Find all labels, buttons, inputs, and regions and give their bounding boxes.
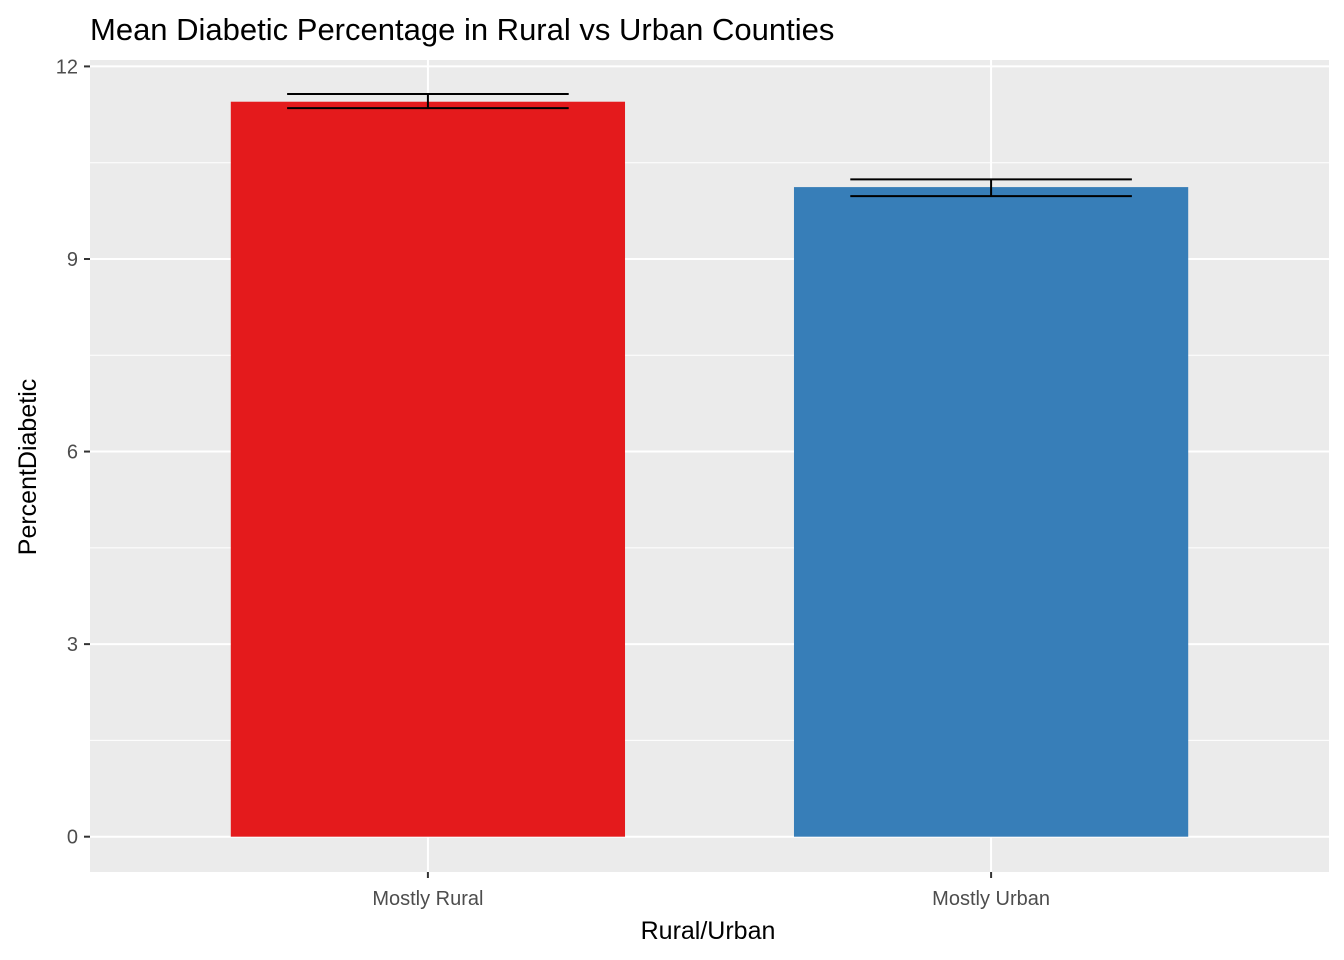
x-axis-title: Rural/Urban: [641, 917, 776, 945]
error-bars: [287, 93, 1132, 198]
bar-mostly-rural: [230, 101, 626, 837]
bar-mostly-urban: [793, 187, 1189, 837]
y-axis-title: PercentDiabetic: [14, 379, 42, 555]
chart-title: Mean Diabetic Percentage in Rural vs Urb…: [90, 12, 834, 47]
bars: [230, 101, 1189, 837]
y-tick-label: 6: [67, 442, 78, 464]
y-tick-label: 12: [56, 56, 78, 78]
x-tick-label: Mostly Rural: [372, 888, 483, 910]
x-axis: Mostly Rural Mostly Urban: [372, 872, 1050, 910]
y-tick-label: 3: [67, 634, 78, 656]
y-axis: 0 3 6 9 12: [56, 56, 90, 849]
y-tick-label: 9: [67, 249, 78, 271]
y-tick-label: 0: [67, 827, 78, 849]
x-tick-label: Mostly Urban: [932, 888, 1050, 910]
